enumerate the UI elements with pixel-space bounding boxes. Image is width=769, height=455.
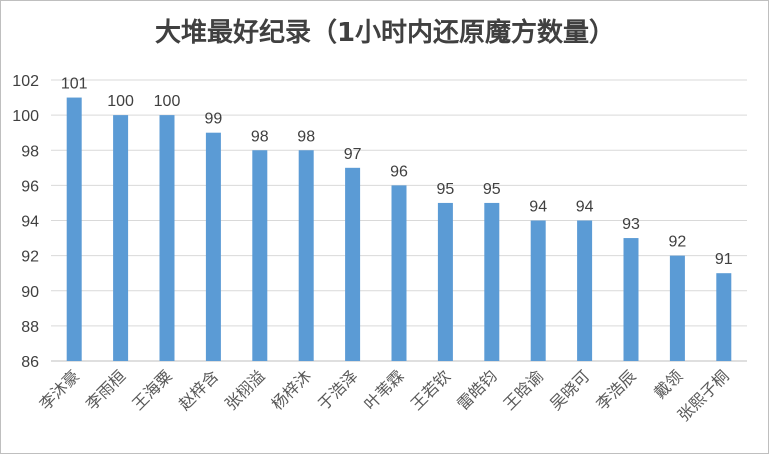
data-label: 98 — [297, 128, 315, 145]
data-label: 97 — [344, 146, 362, 163]
y-tick-label: 100 — [12, 108, 39, 125]
bar — [66, 97, 82, 361]
data-label: 99 — [205, 111, 223, 128]
bar — [716, 273, 732, 361]
y-tick-label: 94 — [21, 214, 39, 231]
y-axis-ticks: 86 88 90 92 94 96 98 100 102 — [12, 73, 39, 371]
x-axis-categories: 李沐豪 李雨桓 王海粟 赵梓含 张栩溢 杨梓沐 于浩泽 叶苇霖 王若钦 雷皓钧 王晗谕 吴晓可 李浩辰戴… — [36, 366, 733, 425]
y-tick-label: 90 — [21, 284, 39, 301]
x-tick-label: 王若钦 — [407, 366, 454, 413]
y-tick-label: 88 — [21, 319, 39, 336]
data-label: 100 — [107, 93, 134, 110]
data-label: 95 — [483, 181, 501, 198]
bar — [437, 202, 453, 361]
y-tick-label: 96 — [21, 178, 39, 195]
data-label: 98 — [251, 128, 269, 145]
x-tick-label: 叶苇霖 — [360, 366, 407, 413]
bar — [669, 255, 685, 361]
data-label: 93 — [622, 216, 640, 233]
bar — [298, 150, 314, 361]
x-tick-label: 张栩溢 — [221, 366, 268, 413]
x-tick-label: 赵梓含 — [175, 366, 222, 413]
bar — [113, 115, 129, 361]
bar — [623, 238, 639, 361]
x-tick-label: 李浩辰 — [592, 366, 639, 413]
bar — [577, 220, 593, 361]
y-tick-label: 102 — [12, 73, 39, 90]
bar — [345, 167, 361, 361]
x-tick-label: 王海粟 — [128, 366, 175, 413]
bar — [391, 185, 407, 361]
y-tick-label: 86 — [21, 354, 39, 371]
y-tick-label: 98 — [21, 143, 39, 160]
data-label: 92 — [669, 234, 687, 251]
data-label: 94 — [529, 199, 547, 216]
data-label: 101 — [61, 76, 88, 93]
bar — [159, 115, 175, 361]
data-label: 96 — [390, 163, 408, 180]
bars — [66, 97, 732, 361]
value-labels: 101 100 100 99 98 98 97 96 95 95 94 94 93 92 91 — [61, 76, 733, 269]
x-tick-label: 李沐豪 — [36, 366, 83, 413]
x-tick-label: 吴晓可 — [546, 366, 593, 413]
bar — [205, 132, 221, 361]
y-tick-label: 92 — [21, 249, 39, 266]
x-tick-label: 张熙子桐 — [674, 366, 733, 425]
data-label: 94 — [576, 199, 594, 216]
bar — [252, 150, 268, 361]
x-tick-label: 李雨桓 — [82, 366, 129, 413]
data-label: 95 — [437, 181, 455, 198]
chart-title: 大堆最好纪录（1小时内还原魔方数量） — [155, 17, 615, 48]
bar — [530, 220, 546, 361]
x-tick-label: 戴领 — [650, 366, 686, 402]
bar — [484, 202, 500, 361]
x-tick-label: 杨梓沐 — [268, 366, 315, 413]
data-label: 91 — [715, 251, 733, 268]
x-tick-label: 王晗谕 — [500, 366, 547, 413]
x-tick-label: 于浩泽 — [314, 366, 361, 413]
x-tick-label: 雷皓钧 — [453, 366, 500, 413]
data-label: 100 — [154, 93, 181, 110]
